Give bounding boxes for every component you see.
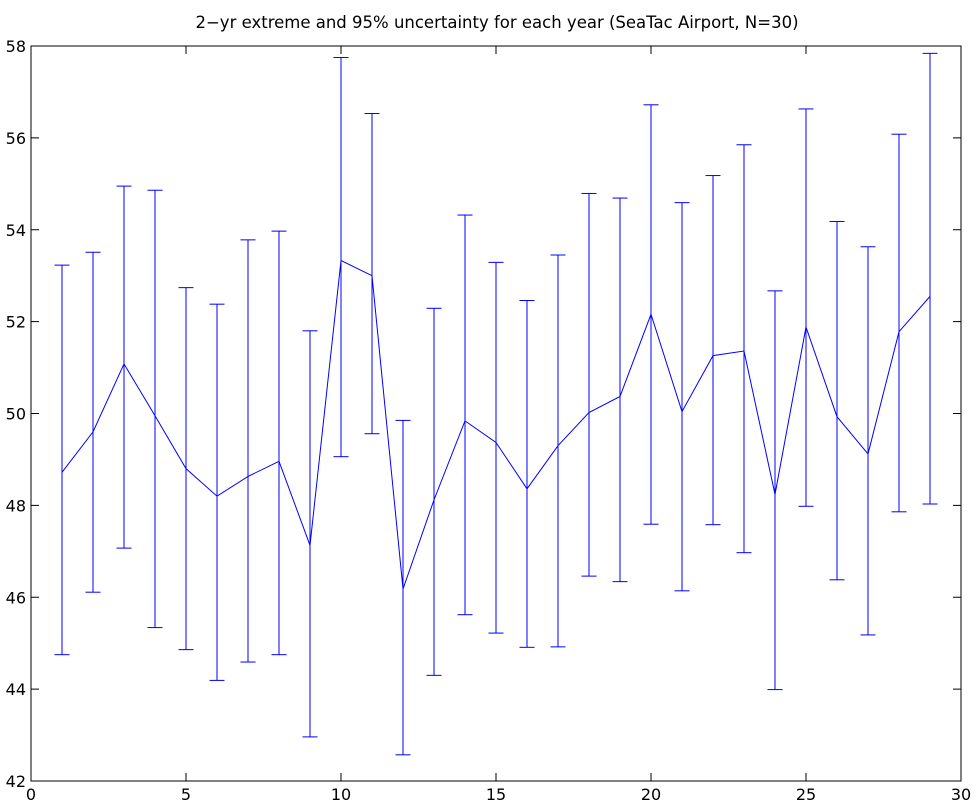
x-tick-label: 15 <box>486 785 506 804</box>
y-tick-label: 44 <box>6 680 26 699</box>
chart-title: 2−yr extreme and 95% uncertainty for eac… <box>195 13 798 32</box>
y-tick-label: 52 <box>6 313 26 332</box>
x-tick-label: 30 <box>951 785 971 804</box>
y-tick-label: 48 <box>6 496 26 515</box>
x-tick-label: 25 <box>796 785 816 804</box>
y-tick-label: 58 <box>6 37 26 56</box>
y-tick-label: 46 <box>6 588 26 607</box>
x-tick-label: 10 <box>331 785 351 804</box>
y-tick-label: 54 <box>6 221 26 240</box>
series-line <box>61 259 931 590</box>
x-tick-label: 20 <box>641 785 661 804</box>
y-tick-label: 50 <box>6 405 26 424</box>
x-tick-label: 0 <box>26 785 36 804</box>
x-tick-label: 5 <box>181 785 191 804</box>
y-tick-label: 42 <box>6 772 26 791</box>
y-tick-label: 56 <box>6 129 26 148</box>
